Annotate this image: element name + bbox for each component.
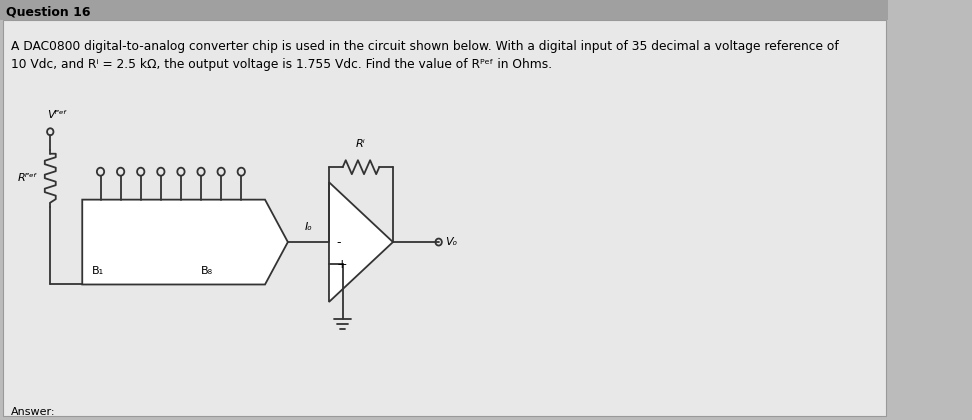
- Bar: [0, 0, 888, 20]
- Text: Rⁱ: Rⁱ: [356, 139, 365, 149]
- Text: A DAC0800 digital-to-analog converter chip is used in the circuit shown below. W: A DAC0800 digital-to-analog converter ch…: [11, 40, 839, 53]
- Text: Iₒ: Iₒ: [304, 222, 312, 232]
- Text: Rᴾᵉᶠ: Rᴾᵉᶠ: [17, 173, 38, 183]
- Text: B₁: B₁: [91, 267, 103, 276]
- Text: Question 16: Question 16: [7, 5, 91, 18]
- Text: Answer:: Answer:: [11, 407, 55, 417]
- Text: +: +: [336, 257, 347, 270]
- Text: Vₒ: Vₒ: [445, 237, 457, 247]
- Polygon shape: [83, 200, 288, 284]
- Text: Vᴾᵉᶠ: Vᴾᵉᶠ: [48, 110, 67, 120]
- Text: B₈: B₈: [201, 267, 213, 276]
- Text: 10 Vdc, and Rⁱ = 2.5 kΩ, the output voltage is 1.755 Vdc. Find the value of Rᴾᵉᶠ: 10 Vdc, and Rⁱ = 2.5 kΩ, the output volt…: [11, 58, 552, 71]
- Text: -: -: [336, 236, 341, 249]
- Polygon shape: [329, 182, 393, 302]
